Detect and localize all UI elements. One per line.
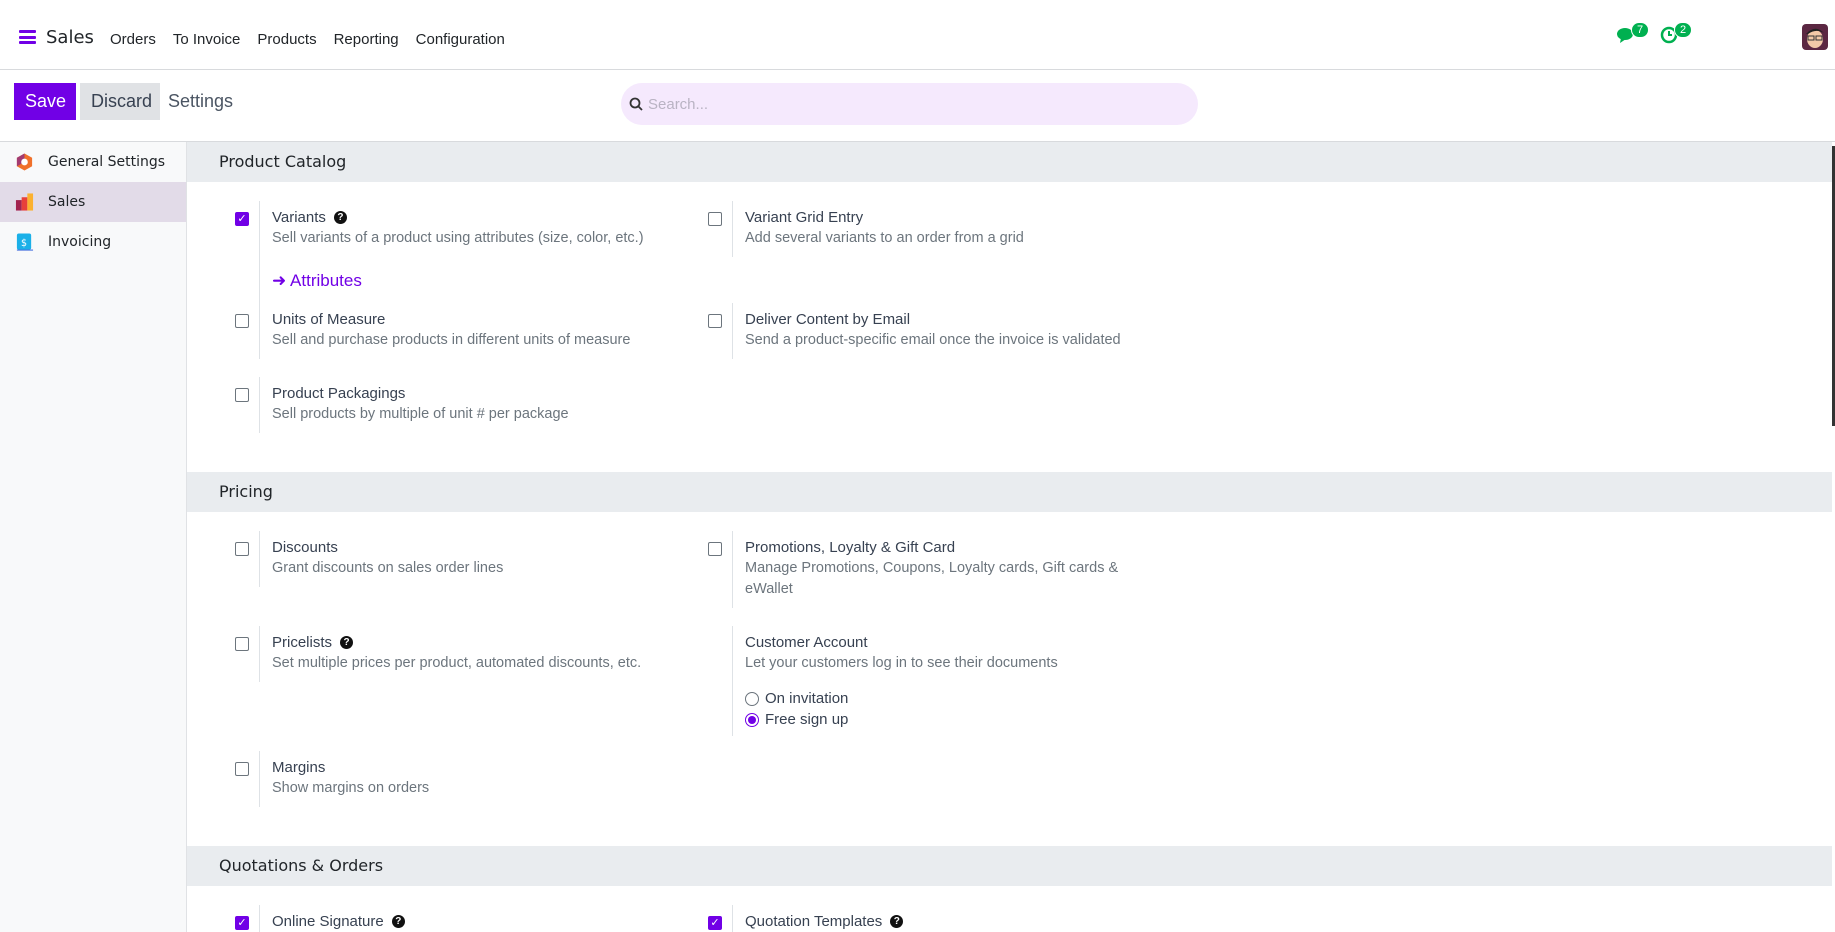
setting-title: Variant Grid Entry [745, 209, 864, 226]
online-signature-checkbox[interactable]: ✓ [235, 916, 249, 930]
sales-icon [15, 193, 34, 211]
pricelists-checkbox[interactable] [235, 637, 249, 651]
setting-description: Let your customers log in to see their d… [745, 655, 1058, 671]
setting-description: Set multiple prices per product, automat… [272, 655, 642, 671]
deliver-content-checkbox[interactable] [708, 314, 722, 328]
invoicing-icon: $ [16, 233, 34, 251]
attributes-link[interactable]: ➜ Attributes [272, 271, 679, 297]
setting-title: Online Signature [272, 913, 384, 930]
radio-button[interactable] [745, 712, 759, 727]
quotation-templates-checkbox[interactable]: ✓ [708, 916, 722, 930]
general-settings-icon [16, 153, 33, 171]
menu-orders[interactable]: Orders [110, 31, 156, 48]
setting-description: Sell products by multiple of unit # per … [272, 406, 569, 422]
help-icon[interactable]: ? [333, 211, 347, 224]
setting-description: Show margins on orders [272, 780, 430, 796]
sidebar-item-label: Invoicing [48, 234, 112, 250]
section-header-product-catalog: Product Catalog [187, 142, 1832, 182]
sidebar-item-label: General Settings [48, 154, 166, 170]
settings-content: Product Catalog ✓ Variants? Sell variant… [187, 142, 1832, 932]
margins-checkbox[interactable] [235, 762, 249, 776]
setting-title: Pricelists [272, 634, 333, 651]
help-icon[interactable]: ? [890, 915, 904, 928]
help-icon[interactable]: ? [340, 636, 354, 649]
save-button[interactable]: Save [14, 83, 76, 120]
activities-button[interactable]: 2 [1660, 22, 1693, 49]
messages-count-badge: 7 [1631, 22, 1650, 38]
variant-grid-entry-checkbox[interactable] [708, 212, 722, 226]
scrollbar[interactable] [1832, 146, 1835, 426]
setting-description: Sell variants of a product using attribu… [272, 230, 644, 246]
help-icon[interactable]: ? [391, 915, 405, 928]
section-header-quotations-orders: Quotations & Orders [187, 846, 1832, 886]
discard-button[interactable]: Discard [80, 83, 160, 120]
units-of-measure-checkbox[interactable] [235, 314, 249, 328]
menu-reporting[interactable]: Reporting [333, 31, 399, 48]
setting-description: Grant discounts on sales order lines [272, 560, 504, 576]
setting-title: Variants [272, 209, 326, 226]
radio-on-invitation[interactable]: On invitation [745, 690, 1152, 707]
setting-title: Units of Measure [272, 311, 386, 328]
setting-description: Send a product-specific email once the i… [745, 332, 1121, 348]
top-navbar: Sales Orders To Invoice Products Reporti… [0, 0, 1835, 70]
setting-title: Margins [272, 759, 326, 776]
settings-sidebar: General Settings Sales $ Invoicing [0, 142, 187, 932]
promotions-checkbox[interactable] [708, 542, 722, 556]
apps-menu-icon[interactable] [19, 30, 36, 44]
sidebar-item-sales[interactable]: Sales [0, 182, 186, 222]
user-avatar[interactable] [1802, 24, 1828, 50]
radio-free-sign-up[interactable]: Free sign up [745, 711, 1152, 728]
menu-configuration[interactable]: Configuration [415, 31, 505, 48]
sidebar-item-invoicing[interactable]: $ Invoicing [0, 222, 186, 262]
product-packagings-checkbox[interactable] [235, 388, 249, 402]
radio-label: On invitation [765, 690, 849, 707]
page-title: Settings [168, 91, 234, 111]
menu-products[interactable]: Products [257, 31, 317, 48]
activities-count-badge: 2 [1674, 22, 1693, 38]
setting-description: Add several variants to an order from a … [745, 230, 1024, 246]
main-menu: Orders To Invoice Products Reporting Con… [110, 31, 505, 48]
discounts-checkbox[interactable] [235, 542, 249, 556]
setting-description: Manage Promotions, Coupons, Loyalty card… [745, 560, 1119, 597]
sidebar-item-general-settings[interactable]: General Settings [0, 142, 186, 182]
search-bar [621, 83, 1198, 125]
svg-text:$: $ [21, 238, 27, 249]
radio-button[interactable] [745, 691, 759, 706]
setting-title: Quotation Templates [745, 913, 883, 930]
menu-to-invoice[interactable]: To Invoice [172, 31, 241, 48]
search-icon [629, 97, 643, 111]
search-input[interactable] [648, 83, 1168, 125]
setting-title: Promotions, Loyalty & Gift Card [745, 539, 956, 556]
messages-button[interactable]: 7 [1617, 22, 1650, 49]
sidebar-item-label: Sales [48, 194, 86, 210]
chat-icon [1617, 28, 1633, 43]
setting-description: Sell and purchase products in different … [272, 332, 631, 348]
link-label: Attributes [290, 271, 362, 290]
control-panel: Save Discard Settings [0, 70, 1835, 142]
setting-title: Product Packagings [272, 385, 406, 402]
app-brand[interactable]: Sales [46, 27, 94, 48]
section-header-pricing: Pricing [187, 472, 1832, 512]
arrow-right-icon: ➜ [272, 271, 291, 290]
setting-title: Customer Account [745, 634, 868, 651]
setting-title: Discounts [272, 539, 338, 556]
radio-label: Free sign up [765, 711, 849, 728]
variants-checkbox[interactable]: ✓ [235, 212, 249, 226]
setting-title: Deliver Content by Email [745, 311, 911, 328]
